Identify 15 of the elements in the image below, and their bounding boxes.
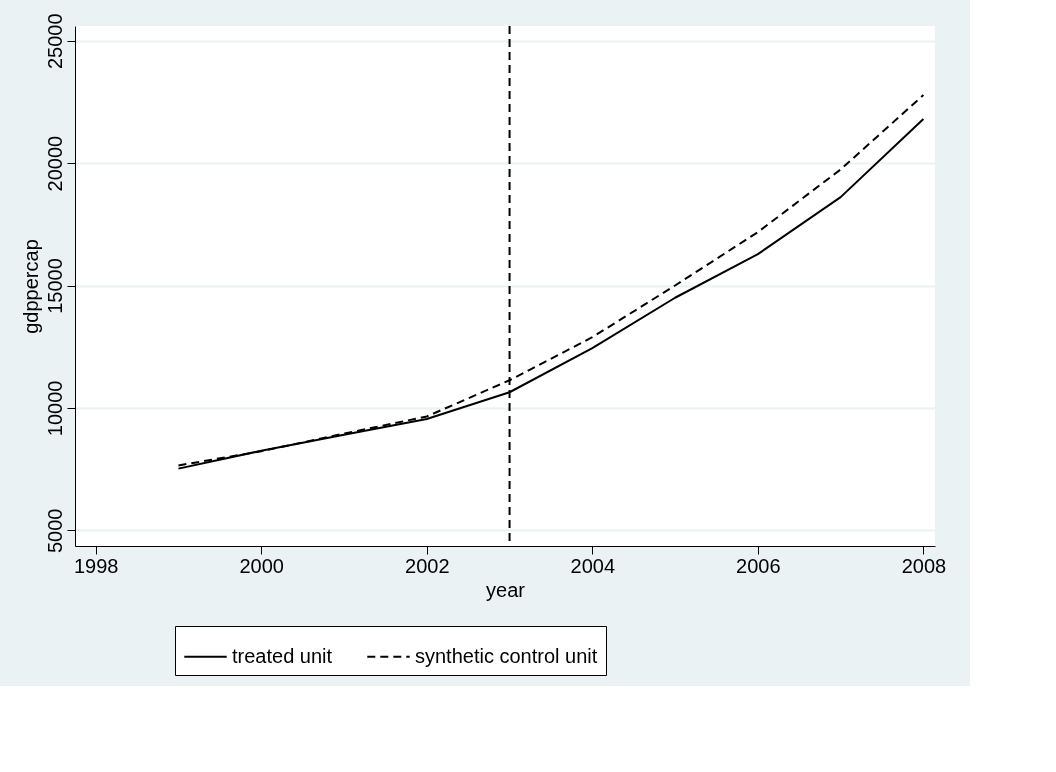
y-tick-label: 10000: [43, 380, 66, 437]
x-tick-label: 2008: [901, 554, 947, 577]
x-tick-label: 2000: [239, 554, 284, 577]
y-axis-title: gdppercap: [19, 239, 42, 334]
x-tick-label: 2002: [405, 554, 450, 577]
x-axis-title: year: [486, 578, 526, 601]
y-tick-label: 5000: [43, 508, 66, 554]
x-tick-label: 1998: [73, 554, 119, 577]
y-tick-label: 15000: [43, 258, 66, 314]
x-tick-label: 2004: [570, 554, 616, 577]
legend-label: treated unit: [232, 644, 333, 667]
y-tick-label: 25000: [43, 13, 66, 69]
y-tick-label: 20000: [43, 135, 66, 192]
legend-label: synthetic control unit: [415, 644, 598, 667]
x-tick-label: 2006: [736, 554, 781, 577]
